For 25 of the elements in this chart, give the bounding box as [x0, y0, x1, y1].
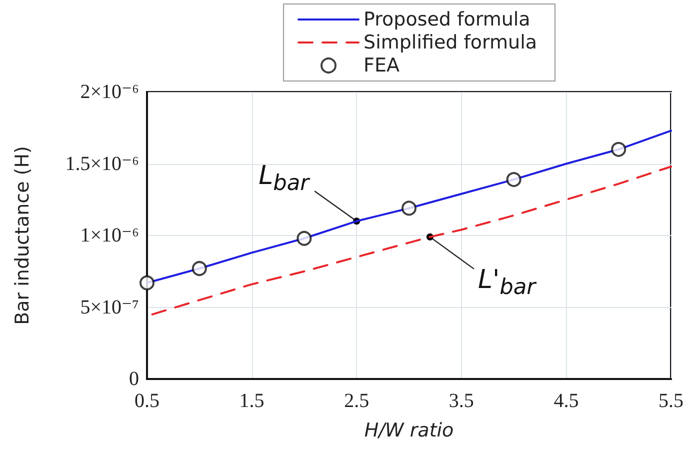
y-tick-label: 1.5×10⁻⁶ [65, 152, 140, 175]
x-tick-label: 2.5 [344, 390, 370, 412]
legend-label: FEA [364, 54, 400, 76]
annotation: L'$_{bar}$ [478, 264, 536, 300]
point [611, 142, 626, 157]
y-tick-label: 1×10⁻⁶ [80, 224, 140, 246]
line-series [151, 166, 672, 316]
x-tick-label: 3.5 [448, 390, 474, 412]
x-axis-title: H/W ratio [364, 420, 454, 442]
annotation: L$_{bar}$ [258, 161, 310, 196]
point [296, 230, 312, 246]
point [506, 172, 522, 188]
x-tick-label: 5.5 [658, 390, 684, 412]
y-tick-label: 5×10⁻⁷ [80, 296, 140, 318]
x-tick-label: 4.5 [554, 390, 579, 412]
y-axis-title: Bar inductance (H) [12, 146, 34, 325]
y-tick-label: 2×10⁻⁶ [80, 81, 140, 103]
x-tick-label: 1.5 [239, 390, 264, 412]
point [140, 275, 154, 290]
legend-label: Simplified formula [364, 32, 538, 54]
y-tick-label: 0 [129, 368, 139, 390]
point [402, 200, 416, 216]
legend-label: Proposed formula [364, 8, 530, 30]
x-tick-label: 0.5 [134, 390, 160, 412]
point [192, 261, 207, 276]
